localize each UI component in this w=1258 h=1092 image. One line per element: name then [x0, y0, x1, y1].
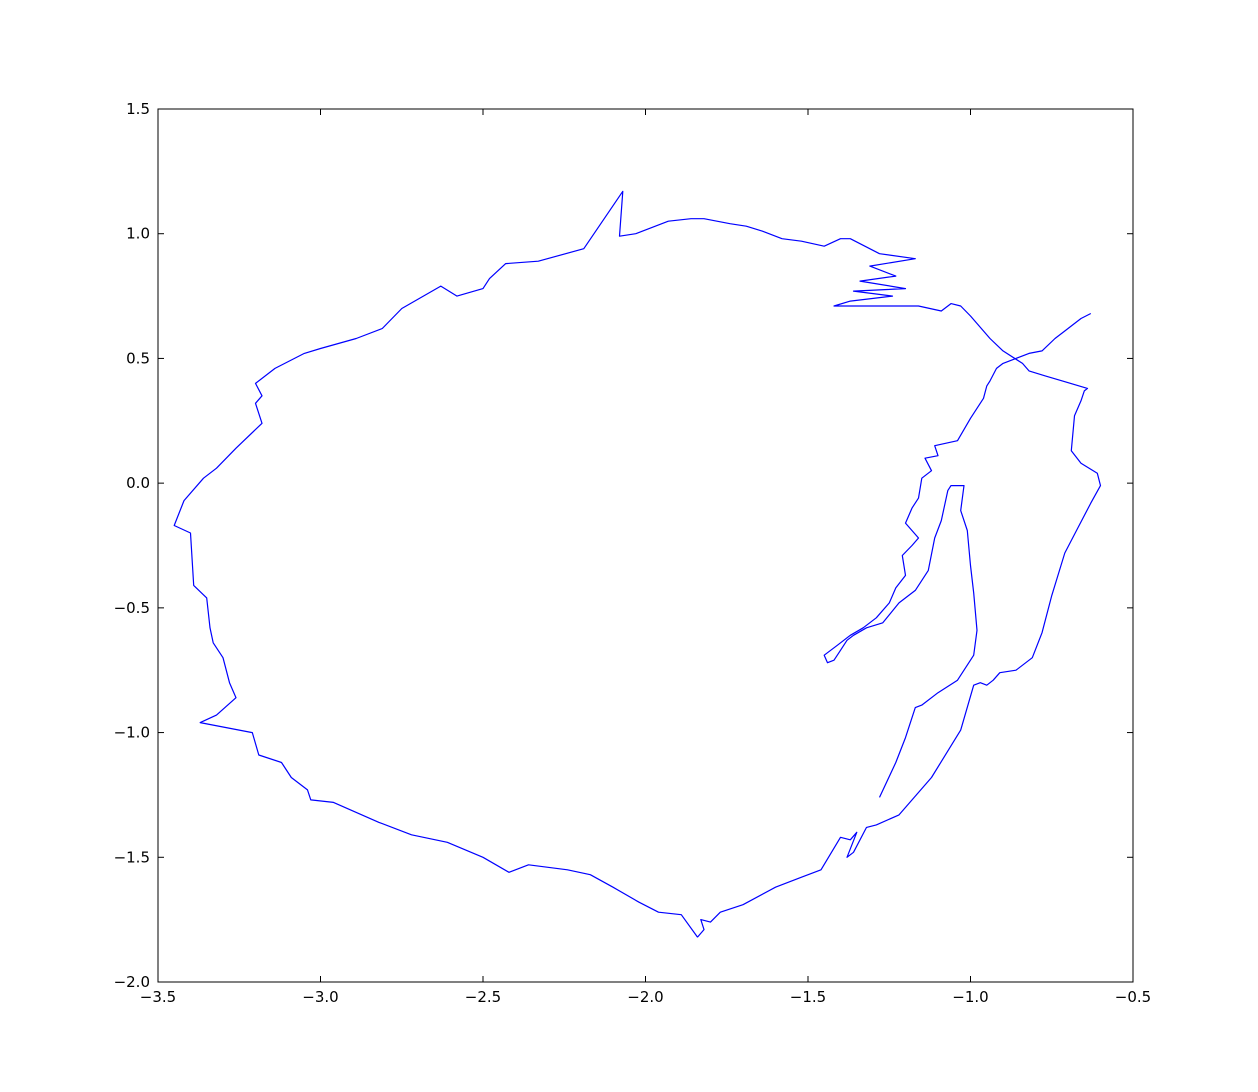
x-tick-label: −3.0: [302, 988, 338, 1006]
y-tick-label: 1.0: [126, 225, 150, 243]
x-axis-ticks: −3.5 −3.0 −2.5 −2.0 −1.5 −1.0 −0.5: [140, 109, 1151, 1006]
x-tick-label: −0.5: [1115, 988, 1151, 1006]
x-tick-label: −1.5: [790, 988, 826, 1006]
x-tick-label: −2.0: [627, 988, 663, 1006]
y-tick-label: −1.0: [114, 724, 150, 742]
y-tick-label: −0.5: [114, 599, 150, 617]
x-tick-label: −3.5: [140, 988, 176, 1006]
y-tick-label: −2.0: [114, 973, 150, 991]
y-axis-ticks: −2.0 −1.5 −1.0 −0.5 0.0 0.5 1.0 1.5: [114, 100, 1133, 991]
y-tick-label: 0.5: [126, 349, 150, 367]
x-tick-label: −2.5: [465, 988, 501, 1006]
y-tick-label: 0.0: [126, 474, 150, 492]
y-tick-label: −1.5: [114, 848, 150, 866]
y-tick-label: 1.5: [126, 100, 150, 118]
plot-lines: [173, 190, 1102, 938]
plot-frame: [157, 108, 1134, 983]
series-line-inner-branch: [823, 312, 1092, 798]
series-line-trajectory: [173, 190, 1102, 938]
x-tick-label: −1.0: [952, 988, 988, 1006]
